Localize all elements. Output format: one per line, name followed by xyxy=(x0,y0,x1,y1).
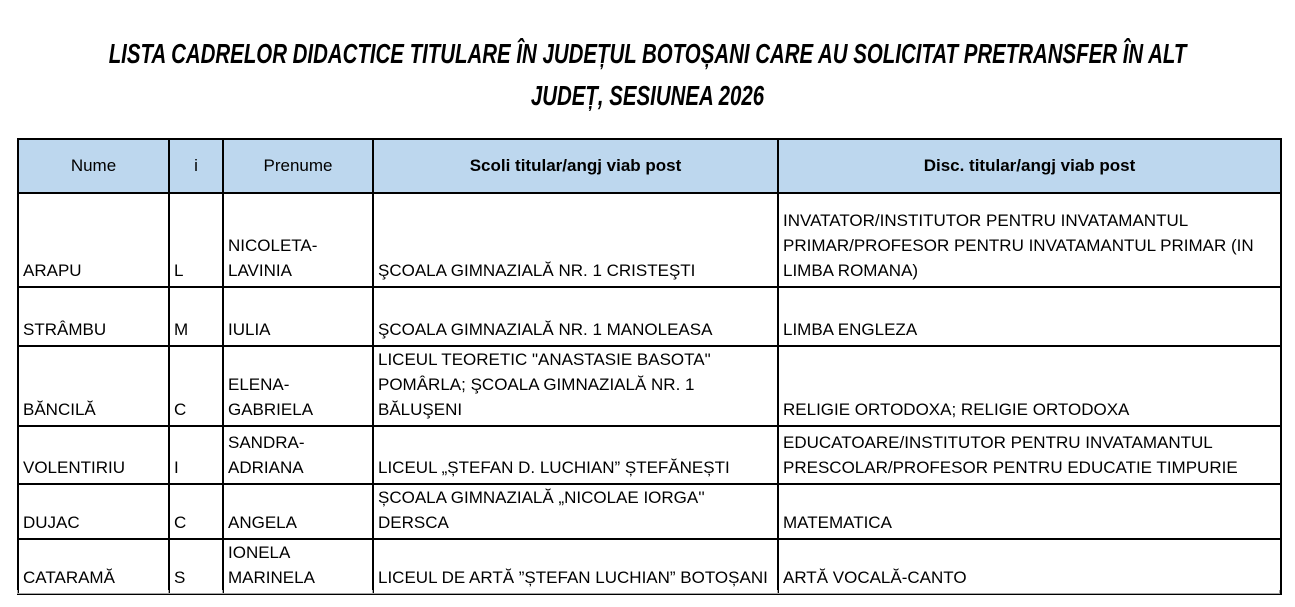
cell-disciplina: EDUCATOARE/INSTITUTOR PENTRU INVATAMANTU… xyxy=(777,425,1282,485)
cell-prenume: IONELA MARINELA xyxy=(222,538,374,595)
col-header-scoala: Scoli titular/angj viab post xyxy=(372,138,779,194)
cutoff-next-row xyxy=(17,590,1280,594)
cell-disciplina: RELIGIE ORTODOXA; RELIGIE ORTODOXA xyxy=(777,345,1282,427)
cell-nume: DUJAC xyxy=(17,483,170,540)
cell-prenume: ELENA-GABRIELA xyxy=(222,345,374,427)
cell-scoala: ȘCOALA GIMNAZIALĂ „NICOLAE IORGA'' DERSC… xyxy=(372,483,779,540)
cell-initiala: L xyxy=(168,192,224,288)
cell-nume: BĂNCILĂ xyxy=(17,345,170,427)
cell-prenume: NICOLETA-LAVINIA xyxy=(222,192,374,288)
cell-initiala: I xyxy=(168,425,224,485)
cell-initiala: C xyxy=(168,483,224,540)
cell-disciplina: ARTĂ VOCALĂ-CANTO xyxy=(777,538,1282,595)
cell-initiala: S xyxy=(168,538,224,595)
cell-initiala: C xyxy=(168,345,224,427)
col-header-prenume: Prenume xyxy=(222,138,374,194)
cell-nume: CATARAMĂ xyxy=(17,538,170,595)
cell-disciplina: INVATATOR/INSTITUTOR PENTRU INVATAMANTUL… xyxy=(777,192,1282,288)
cell-scoala: LICEUL DE ARTĂ ”ȘTEFAN LUCHIAN” BOTOȘANI xyxy=(372,538,779,595)
cell-scoala: ŞCOALA GIMNAZIALĂ NR. 1 MANOLEASA xyxy=(372,286,779,347)
page-title: LISTA CADRELOR DIDACTICE TITULARE ÎN JUD… xyxy=(0,33,1295,117)
cell-prenume: IULIA xyxy=(222,286,374,347)
teachers-table: Nume i Prenume Scoli titular/angj viab p… xyxy=(17,138,1282,595)
table-row: CATARAMĂ S IONELA MARINELA LICEUL DE ART… xyxy=(17,538,1282,595)
table-row: VOLENTIRIU I SANDRA-ADRIANA LICEUL „ȘTEF… xyxy=(17,425,1282,485)
cell-scoala: LICEUL „ȘTEFAN D. LUCHIAN” ȘTEFĂNEȘTI xyxy=(372,425,779,485)
table-row: ARAPU L NICOLETA-LAVINIA ŞCOALA GIMNAZIA… xyxy=(17,192,1282,288)
cell-nume: VOLENTIRIU xyxy=(17,425,170,485)
table-row: DUJAC C ANGELA ȘCOALA GIMNAZIALĂ „NICOLA… xyxy=(17,483,1282,540)
cell-initiala: M xyxy=(168,286,224,347)
cell-prenume: SANDRA-ADRIANA xyxy=(222,425,374,485)
cell-disciplina: LIMBA ENGLEZA xyxy=(777,286,1282,347)
col-header-nume: Nume xyxy=(17,138,170,194)
table-header-row: Nume i Prenume Scoli titular/angj viab p… xyxy=(17,138,1282,194)
table-row: BĂNCILĂ C ELENA-GABRIELA LICEUL TEORETIC… xyxy=(17,345,1282,427)
col-header-initiala: i xyxy=(168,138,224,194)
cell-nume: STRÂMBU xyxy=(17,286,170,347)
cell-disciplina: MATEMATICA xyxy=(777,483,1282,540)
cell-prenume: ANGELA xyxy=(222,483,374,540)
page-title-line-1: LISTA CADRELOR DIDACTICE TITULARE ÎN JUD… xyxy=(108,38,1187,69)
cell-nume: ARAPU xyxy=(17,192,170,288)
col-header-disciplina: Disc. titular/angj viab post xyxy=(777,138,1282,194)
page-title-line-2: JUDEȚ, SESIUNEA 2026 xyxy=(530,80,765,111)
table-row: STRÂMBU M IULIA ŞCOALA GIMNAZIALĂ NR. 1 … xyxy=(17,286,1282,347)
cell-scoala: LICEUL TEORETIC "ANASTASIE BASOTA" POMÂR… xyxy=(372,345,779,427)
cell-scoala: ŞCOALA GIMNAZIALĂ NR. 1 CRISTEŞTI xyxy=(372,192,779,288)
